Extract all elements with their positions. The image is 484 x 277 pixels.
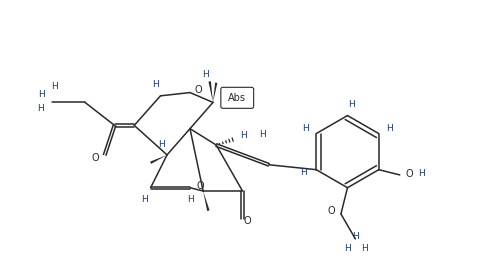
Text: O: O — [243, 216, 251, 226]
Text: H: H — [51, 82, 58, 91]
Text: O: O — [404, 169, 412, 179]
Polygon shape — [212, 83, 217, 102]
Text: H: H — [151, 79, 158, 89]
Text: H: H — [140, 195, 147, 204]
Polygon shape — [203, 191, 209, 211]
Text: H: H — [301, 124, 308, 133]
Text: H: H — [361, 243, 367, 253]
Text: H: H — [386, 124, 393, 133]
Text: Abs: Abs — [228, 93, 246, 103]
Text: H: H — [240, 131, 247, 140]
Text: H: H — [351, 232, 358, 241]
Text: H: H — [344, 243, 350, 253]
Text: H: H — [259, 130, 266, 139]
Text: O: O — [194, 85, 201, 95]
Text: H: H — [299, 168, 306, 177]
Text: H: H — [158, 140, 165, 149]
Text: H: H — [201, 70, 208, 79]
Text: H: H — [348, 100, 354, 109]
Text: H: H — [186, 195, 193, 204]
Polygon shape — [150, 155, 166, 164]
Text: H: H — [417, 169, 424, 178]
Text: O: O — [327, 206, 335, 216]
FancyBboxPatch shape — [220, 87, 253, 108]
Text: H: H — [38, 90, 45, 99]
Text: O: O — [91, 153, 99, 163]
Text: H: H — [37, 104, 44, 114]
Polygon shape — [208, 81, 212, 102]
Text: O: O — [197, 181, 204, 191]
